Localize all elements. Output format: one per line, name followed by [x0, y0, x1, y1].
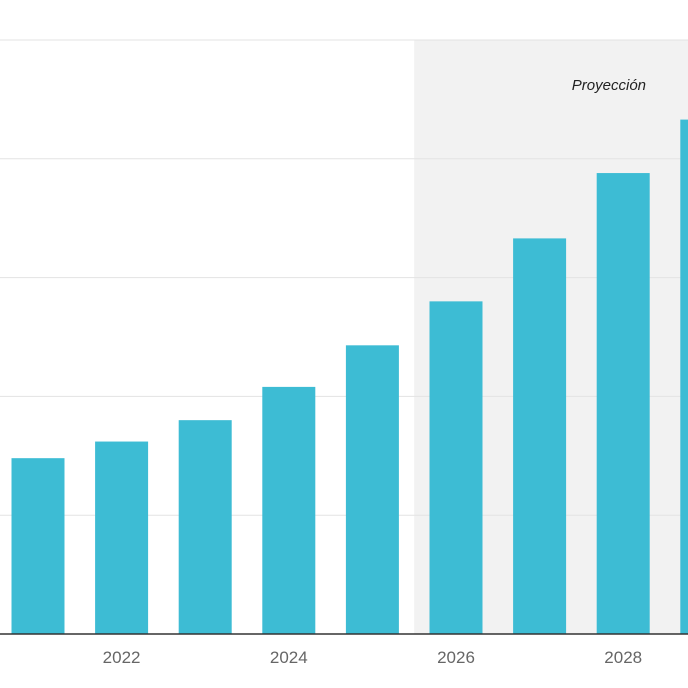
x-tick-label-2026: 2026 — [437, 648, 475, 667]
bar-2029 — [680, 119, 688, 634]
x-tick-label-2022: 2022 — [103, 648, 141, 667]
x-tick-label-2028: 2028 — [604, 648, 642, 667]
annotations: Proyección — [572, 77, 646, 94]
bar-2021 — [11, 458, 65, 634]
bar-2028 — [596, 173, 650, 634]
bar-2025 — [345, 345, 399, 634]
bar-2023 — [178, 420, 232, 634]
x-tick-labels: 2022 2024 2026 2028 — [103, 648, 642, 667]
x-tick-label-2024: 2024 — [270, 648, 308, 667]
bar-2022 — [95, 441, 149, 634]
projection-label: Proyección — [572, 77, 646, 94]
bar-2024 — [262, 386, 316, 634]
bar-2026 — [429, 301, 483, 634]
bar-2027 — [513, 238, 567, 634]
bars — [11, 119, 688, 634]
